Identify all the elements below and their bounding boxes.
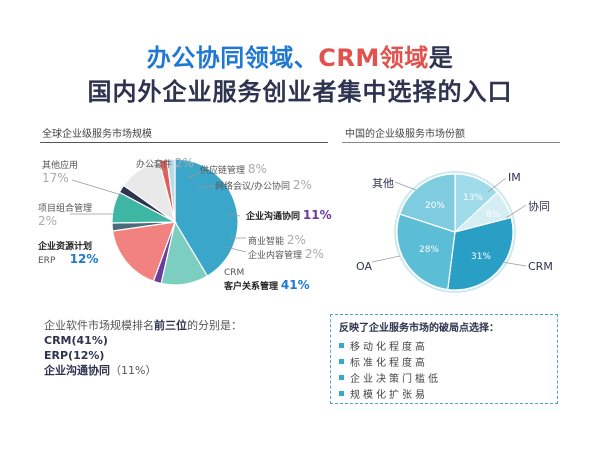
summary-item-comm: 企业沟通协同（11%）: [44, 363, 242, 378]
leader-line: [197, 185, 216, 189]
label-supply-chain-pct: 8%: [247, 162, 267, 176]
leader-line: [186, 170, 206, 179]
summary-intro-bold: 前三位: [154, 319, 187, 332]
box-item-text: 移动化程度高: [350, 342, 428, 353]
leader-line: [225, 246, 247, 253]
leader-line: [394, 181, 417, 191]
summary-intro-a: 企业软件市场规模排名: [44, 319, 154, 332]
bullet-square-icon: [339, 343, 344, 348]
pct-im: 13%: [462, 193, 483, 203]
summary-item-crm: CRM(41%): [44, 334, 108, 347]
label-other-apps-pct: 17%: [42, 170, 69, 185]
leader-lines: [70, 165, 527, 267]
label-bi-name: 商业智能: [248, 237, 285, 247]
label-enterprise-comm-pct: 11%: [302, 208, 332, 222]
label-enterprise-comm: 企业沟通协同 11%: [246, 208, 332, 223]
pct-crm: 31%: [470, 252, 491, 262]
summary-item-comm-pct: （11%）: [110, 364, 157, 377]
leader-line: [487, 177, 507, 193]
box-item: 移动化程度高: [339, 338, 549, 353]
label-portfolio-pct: 2%: [38, 213, 58, 228]
label-content: 企业内容管理 2%: [248, 247, 324, 262]
label-crm-en: CRM: [224, 268, 245, 278]
title-part-is: 是: [428, 44, 454, 72]
label-oa: OA: [356, 260, 372, 273]
pie-slice-10: [166, 158, 176, 223]
box-title: 反映了企业服务市场的破局点选择：: [339, 323, 499, 334]
box-item: 规模化扩张易: [339, 386, 549, 401]
title-part-office: 办公协同领域、: [146, 44, 319, 72]
label-bi: 商业智能 2%: [248, 233, 306, 248]
label-crm-right: CRM: [528, 260, 553, 273]
bullet-square-icon: [339, 391, 344, 396]
summary-item-comm-name: 企业沟通协同: [44, 364, 110, 377]
box-item: 标准化程度高: [339, 354, 549, 369]
pie-slice-3: [447, 216, 514, 291]
pie-slice-5: [399, 173, 456, 233]
label-network-meeting-name: 网络会议/办公协同: [215, 182, 291, 192]
bullet-square-icon: [339, 375, 344, 380]
label-im: IM: [508, 171, 521, 184]
left-heading: 全球企业级服务市场规模: [42, 129, 152, 140]
breakthrough-box: 反映了企业服务市场的破局点选择： 移动化程度高 标准化程度高 企业决策门槛低 规…: [330, 314, 558, 404]
label-office-suite: 办公套件 2%: [136, 156, 194, 171]
label-bi-pct: 2%: [286, 233, 306, 247]
box-item-text: 标准化程度高: [350, 358, 428, 369]
title-part-crm: CRM领域: [318, 44, 429, 72]
label-content-pct: 2%: [304, 247, 324, 261]
label-office-suite-pct: 2%: [174, 156, 194, 170]
pie-slice-1: [174, 158, 239, 277]
left-divider: [40, 142, 328, 143]
box-item: 企业决策门槛低: [339, 370, 549, 385]
summary-intro: 企业软件市场规模排名前三位的分别是：: [44, 318, 242, 333]
label-crm: CRM 客户关系管理 41%: [224, 268, 310, 293]
china-pie-ring: [394, 171, 516, 293]
label-network-meeting: 网络会议/办公协同 2%: [215, 178, 312, 193]
label-portfolio: 项目组合管理 2%: [38, 204, 93, 228]
label-supply-chain: 供应链管理 8%: [200, 162, 267, 177]
label-enterprise-comm-name: 企业沟通协同: [246, 212, 301, 222]
label-other: 其他: [372, 177, 394, 190]
leader-line: [371, 255, 401, 263]
pct-oa: 28%: [418, 245, 439, 255]
label-office-suite-name: 办公套件: [136, 160, 173, 170]
label-erp-pct: 12%: [69, 251, 99, 266]
box-item-text: 企业决策门槛低: [350, 374, 441, 385]
label-content-name: 企业内容管理: [248, 251, 303, 261]
summary-item-erp: ERP(12%): [44, 349, 105, 362]
label-erp-en: ERP: [38, 255, 56, 266]
pie-slice-4: [111, 221, 176, 282]
right-divider: [342, 142, 560, 143]
summary-block: 企业软件市场规模排名前三位的分别是： CRM(41%) ERP(12%) 企业沟…: [44, 318, 242, 378]
leader-line: [505, 204, 527, 219]
pct-collab: 8%: [485, 210, 501, 220]
title-line-1: 办公协同领域、CRM领域是: [0, 38, 600, 73]
right-heading: 中国的企业级服务市场份额: [345, 129, 465, 140]
box-item-text: 规模化扩张易: [350, 390, 428, 401]
label-crm-cn: 客户关系管理: [224, 281, 279, 292]
label-other-apps-name: 其他应用: [42, 161, 79, 171]
summary-intro-b: 的分别是：: [187, 319, 242, 332]
label-erp-cn: 企业资源计划: [38, 242, 93, 252]
label-portfolio-name: 项目组合管理: [38, 204, 93, 214]
pie-slice-4: [396, 213, 456, 291]
leader-line: [156, 165, 169, 175]
label-crm-pct: 41%: [280, 277, 310, 292]
leader-line: [227, 213, 241, 217]
label-supply-chain-name: 供应链管理: [200, 166, 246, 176]
pct-other: 20%: [424, 201, 445, 211]
title-line-2: 国内外企业服务创业者集中选择的入口: [87, 78, 513, 106]
china-market-pie: [394, 171, 516, 293]
label-other-apps: 其他应用 17%: [42, 161, 79, 185]
label-network-meeting-pct: 2%: [292, 178, 312, 192]
leader-line: [501, 261, 527, 267]
global-market-pie: [111, 158, 239, 286]
bullet-square-icon: [339, 359, 344, 364]
label-erp: 企业资源计划 ERP 12%: [38, 242, 99, 267]
leader-line: [71, 179, 126, 197]
label-collab: 协同: [528, 200, 550, 213]
